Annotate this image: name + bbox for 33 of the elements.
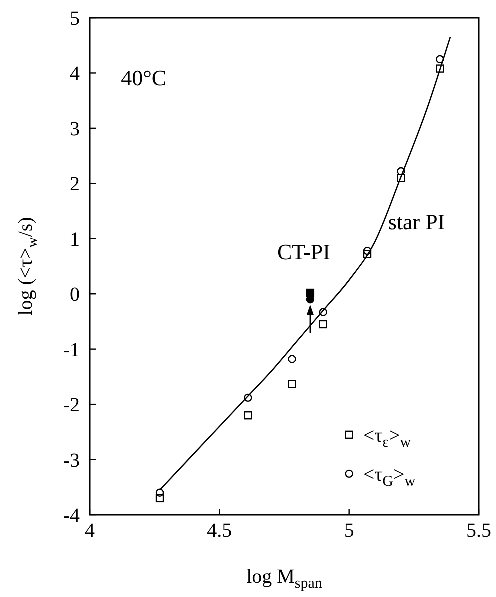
point (288, 380, 296, 388)
point (288, 355, 296, 364)
point (156, 488, 164, 498)
y-tick-label: -2 (63, 394, 80, 417)
x-axis-title: log M$_{span}$ (246, 566, 323, 592)
y-tick-label: -4 (63, 505, 80, 527)
point (156, 494, 164, 503)
point (436, 55, 444, 64)
point (397, 174, 406, 182)
point (397, 167, 406, 176)
y-tick-label: 1 (70, 228, 80, 251)
x-tick-label: 5 (344, 520, 354, 542)
x-tick-label: 5.5 (466, 520, 492, 542)
point (244, 412, 252, 420)
annotation: star PI (388, 209, 446, 234)
y-tick-label: 0 (70, 284, 80, 306)
y-tick-label: 4 (70, 63, 80, 86)
y-tick-label: 3 (70, 118, 80, 140)
point (436, 64, 444, 73)
legend-label: <τ$_{ε}$>$_{w}$ (363, 424, 412, 450)
point (319, 308, 328, 316)
y-tick-label: -1 (63, 339, 80, 362)
x-tick-label: 4 (85, 520, 95, 542)
y-tick-label: -3 (63, 450, 80, 472)
y-tick-label: 5 (70, 8, 80, 30)
point (363, 250, 372, 258)
annotation: CT-PI (277, 239, 330, 264)
x-tick-label: 4.5 (207, 520, 232, 542)
point (319, 320, 328, 329)
annotation: 40°C (121, 65, 167, 90)
y-tick-label: 2 (70, 174, 80, 196)
point (244, 394, 252, 402)
legend-label: <τ$_{G}$>$_{w}$ (363, 464, 416, 490)
